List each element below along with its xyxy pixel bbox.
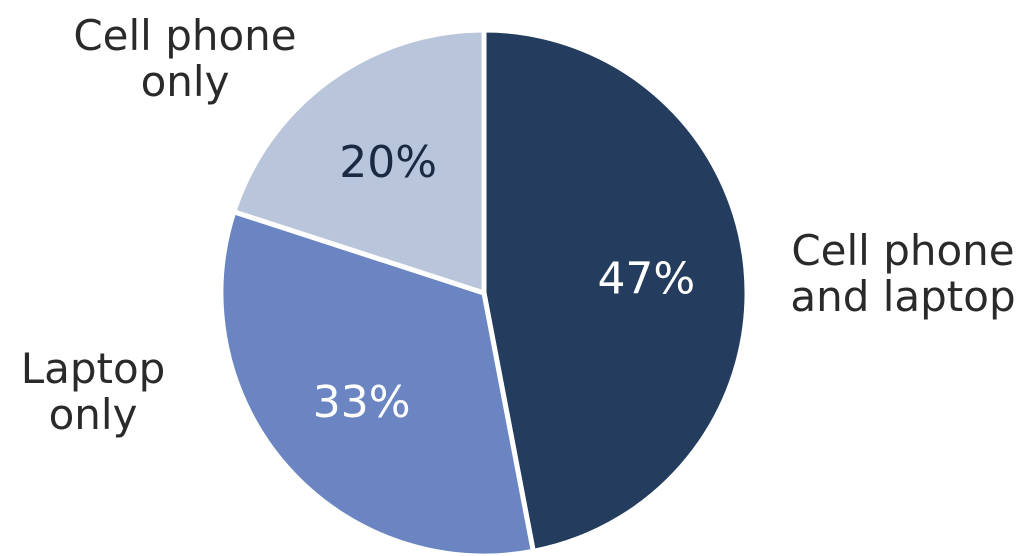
pie-slice-0 <box>481 27 750 554</box>
pie-value-labels: 47% 33% 20% <box>313 137 695 428</box>
pie-slices <box>218 27 750 556</box>
pie-category-label-0: Cell phone and laptop <box>790 226 1015 321</box>
pie-category-label-line: Cell phone <box>791 226 1014 275</box>
pie-category-label-line: only <box>49 390 138 439</box>
pie-value-label-1: 33% <box>313 377 411 428</box>
pie-slice-1 <box>218 209 536 556</box>
pie-category-label-line: and laptop <box>790 272 1015 321</box>
pie-value-label-0: 47% <box>597 254 695 305</box>
pie-category-label-1: Laptop only <box>21 344 166 439</box>
pie-value-label-2: 20% <box>339 137 437 188</box>
pie-slice-2 <box>231 27 487 296</box>
pie-category-label-line: Laptop <box>21 344 166 393</box>
pie-category-label-2: Cell phone only <box>73 11 296 106</box>
pie-category-label-line: Cell phone <box>73 11 296 60</box>
pie-category-label-line: only <box>141 57 230 106</box>
